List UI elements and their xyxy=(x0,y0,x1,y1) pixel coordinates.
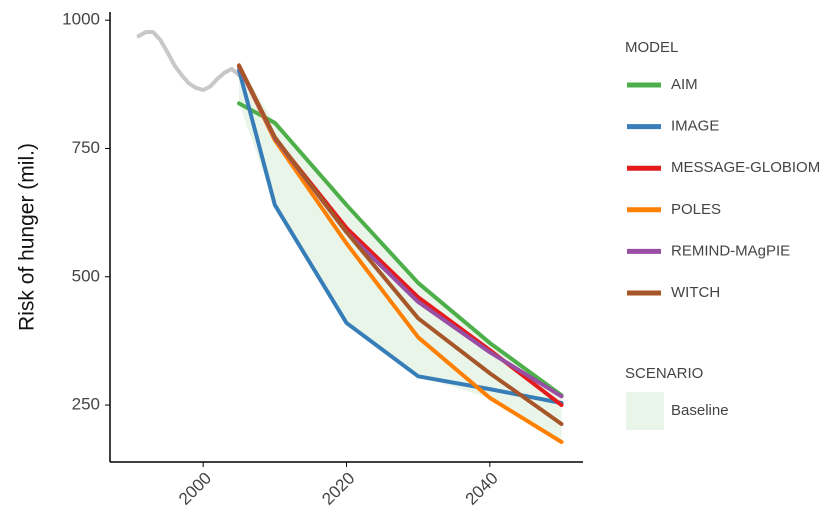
y-axis-label: Risk of hunger (mil.) xyxy=(16,143,39,331)
legend-label: Baseline xyxy=(671,402,729,419)
legend-swatch xyxy=(626,392,664,430)
legend-label: MESSAGE-GLOBIOM xyxy=(671,159,820,176)
y-tick-label: 750 xyxy=(72,138,100,157)
y-tick-label: 1000 xyxy=(62,10,100,29)
legend-label: REMIND-MAgPIE xyxy=(671,242,790,259)
series-line xyxy=(237,101,564,398)
legend-title: SCENARIO xyxy=(625,365,703,382)
series-line xyxy=(237,63,564,427)
historical-line xyxy=(136,30,241,92)
y-tick-label: 500 xyxy=(72,266,100,285)
x-tick-label: 2040 xyxy=(462,469,502,509)
legend-title: MODEL xyxy=(625,39,678,56)
x-tick-label: 2000 xyxy=(175,469,215,509)
x-tick-label: 2020 xyxy=(318,469,358,509)
legend-label: AIM xyxy=(671,76,698,93)
legend-label: WITCH xyxy=(671,284,720,301)
scenario-ribbon xyxy=(239,65,562,442)
y-tick-label: 250 xyxy=(72,395,100,414)
series-line xyxy=(237,67,564,405)
legend-label: POLES xyxy=(671,201,721,218)
legend-label: IMAGE xyxy=(671,118,719,135)
